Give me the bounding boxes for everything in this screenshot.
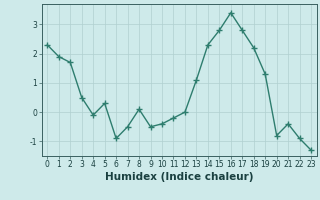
X-axis label: Humidex (Indice chaleur): Humidex (Indice chaleur) (105, 172, 253, 182)
